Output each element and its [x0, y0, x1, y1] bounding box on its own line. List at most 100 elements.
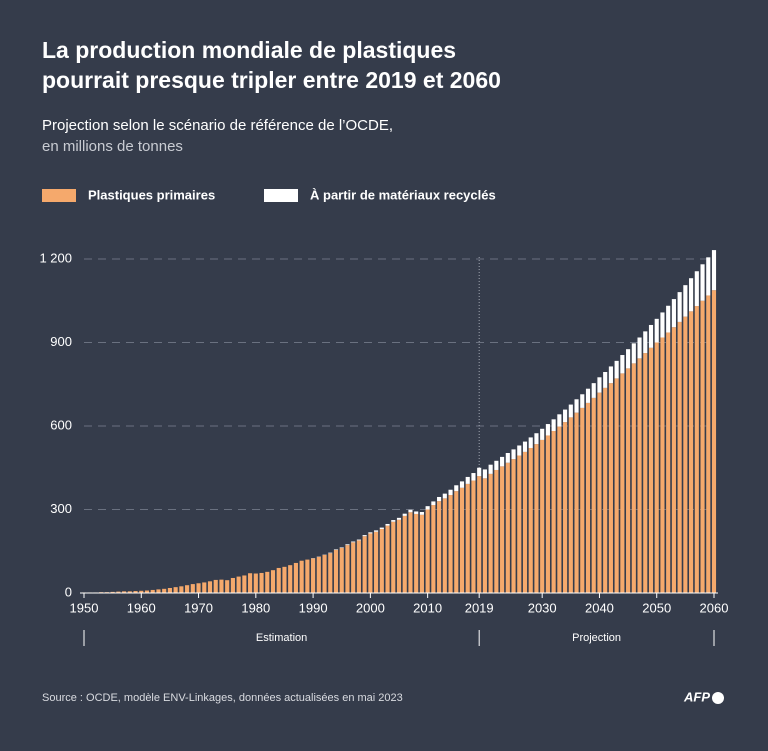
bar-segment [580, 408, 584, 593]
chart-subtitle: Projection selon le scénario de référenc… [42, 117, 393, 134]
bar-segment [615, 378, 619, 593]
bar-segment [511, 449, 515, 459]
bar-segment [391, 520, 395, 522]
bar-segment [443, 494, 447, 499]
bar-segment [557, 414, 561, 426]
bar-segment [385, 526, 389, 593]
bar-segment [168, 588, 172, 593]
bar-segment [248, 573, 252, 593]
bar-segment [523, 452, 527, 593]
bar-segment [672, 299, 676, 327]
bar-segment [460, 481, 464, 487]
bar-segment [609, 366, 613, 383]
bar-segment [494, 470, 498, 593]
bar-segment [357, 540, 361, 541]
bar-segment [500, 457, 504, 466]
bar-segment [620, 373, 624, 593]
bar-segment [574, 399, 578, 412]
bar-segment [408, 510, 412, 513]
y-tick-label: 1 200 [39, 250, 72, 265]
bar-segment [420, 512, 424, 515]
bar-segment [477, 468, 481, 476]
bar-segment [443, 498, 447, 593]
bar-segment [506, 463, 510, 593]
bar-segment [454, 491, 458, 593]
bar-segment [700, 301, 704, 593]
bar-segment [345, 545, 349, 593]
bar-segment [489, 474, 493, 593]
bar-segment [374, 532, 378, 593]
bar-segment [637, 358, 641, 593]
bar-segment [563, 410, 567, 423]
bar-segment [678, 322, 682, 593]
bar-segment [259, 573, 263, 593]
legend-swatch [264, 189, 298, 202]
bar-segment [517, 456, 521, 593]
x-tick-label: 2060 [700, 600, 729, 615]
x-tick-label: 2040 [585, 600, 614, 615]
bar-segment [340, 548, 344, 593]
x-tick-label: 2019 [465, 600, 494, 615]
bar-segment [660, 312, 664, 337]
y-tick-label: 300 [50, 501, 72, 516]
section-label: Projection [572, 632, 621, 644]
bar-segment [540, 429, 544, 440]
bar-segment [208, 581, 212, 593]
bar-segment [282, 567, 286, 593]
bar-segment [563, 422, 567, 593]
bar-segment [403, 516, 407, 593]
bar-segment [534, 444, 538, 593]
bar-segment [196, 583, 200, 593]
bar-segment [448, 495, 452, 593]
x-tick-label: 1960 [127, 600, 156, 615]
bar-segment [603, 388, 607, 593]
bar-segment [597, 377, 601, 392]
bar-segment [265, 572, 269, 593]
bar-segment [460, 488, 464, 593]
bar-segment [328, 553, 332, 554]
bar-segment [632, 363, 636, 593]
bar-segment [294, 563, 298, 593]
x-tick-label: 2030 [528, 600, 557, 615]
bar-segment [569, 405, 573, 418]
bar-segment [626, 368, 630, 593]
bar-segment [466, 484, 470, 593]
x-tick-label: 1950 [70, 600, 99, 615]
bar-segment [540, 440, 544, 593]
bar-segment [643, 331, 647, 353]
bar-segment [426, 510, 430, 594]
bar-segment [672, 327, 676, 593]
bar-segment [689, 278, 693, 311]
bar-segment [351, 542, 355, 593]
bar-segment [351, 542, 355, 543]
bar-segment [391, 522, 395, 593]
logo: AFP [683, 689, 710, 704]
bar-segment [254, 574, 258, 593]
bar-segment [552, 431, 556, 593]
bar-segment [288, 565, 292, 593]
bar-segment [557, 427, 561, 593]
chart-title: pourrait presque tripler entre 2019 et 2… [42, 67, 501, 93]
bar-segment [397, 518, 401, 520]
bar-segment [637, 337, 641, 358]
bar-segment [414, 511, 418, 514]
bar-segment [363, 536, 367, 593]
bar-segment [322, 555, 326, 593]
bar-segment [678, 292, 682, 322]
bar-segment [179, 586, 183, 593]
bar-segment [471, 473, 475, 481]
x-tick-label: 1990 [299, 600, 328, 615]
section-label: Estimation [256, 632, 307, 644]
bar-segment [592, 383, 596, 398]
bar-segment [237, 577, 241, 593]
bar-segment [655, 319, 659, 343]
bar-segment [649, 325, 653, 348]
bar-segment [219, 580, 223, 593]
bar-segment [603, 372, 607, 388]
bar-segment [689, 311, 693, 593]
bar-segment [506, 453, 510, 463]
x-tick-label: 2010 [413, 600, 442, 615]
bar-segment [529, 437, 533, 448]
legend-swatch [42, 189, 76, 202]
